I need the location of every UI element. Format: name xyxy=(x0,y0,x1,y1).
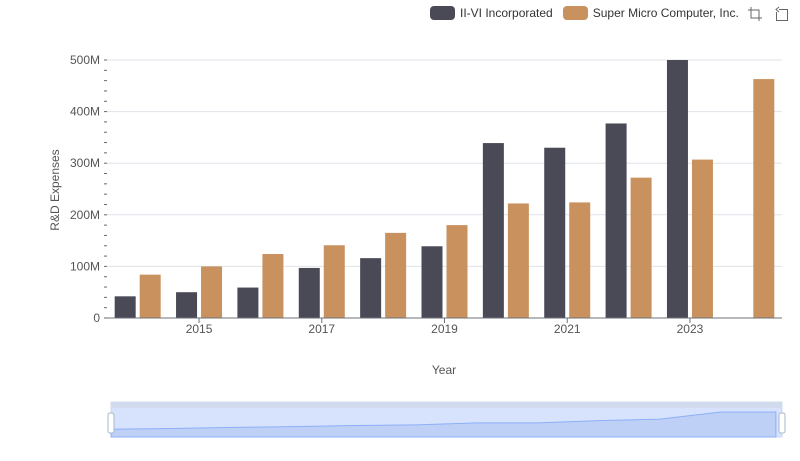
zoom-preview-area xyxy=(110,411,777,438)
zoom-handle-right[interactable] xyxy=(778,412,786,434)
bars xyxy=(114,60,775,318)
legend-swatch-super-micro xyxy=(562,6,588,20)
legend-label-ii-vi: II-VI Incorporated xyxy=(460,6,553,20)
y-axis-title: R&D Expenses xyxy=(48,149,62,230)
zoom-move-bar[interactable] xyxy=(111,402,782,408)
x-tick-label: 2017 xyxy=(308,322,335,336)
x-axis: 2015 2017 2019 2021 2023 xyxy=(107,317,782,336)
bar-ii-vi-2018[interactable] xyxy=(360,258,382,318)
bar-super-micro-2023[interactable] xyxy=(691,159,713,318)
bar-ii-vi-2015[interactable] xyxy=(176,292,198,318)
bar-ii-vi-2020[interactable] xyxy=(482,143,504,318)
bar-super-micro-2015[interactable] xyxy=(201,266,223,318)
x-tick-label: 2021 xyxy=(554,322,581,336)
legend-label-super-micro: Super Micro Computer, Inc. xyxy=(592,6,739,20)
legend-swatch-ii-vi xyxy=(430,6,455,20)
x-axis-title: Year xyxy=(432,363,456,377)
bar-ii-vi-2021[interactable] xyxy=(544,147,566,318)
x-tick-label: 2023 xyxy=(677,322,704,336)
bar-ii-vi-2022[interactable] xyxy=(605,123,627,318)
bar-super-micro-2018[interactable] xyxy=(385,232,407,318)
bar-ii-vi-2014[interactable] xyxy=(114,296,136,318)
y-tick-label: 100M xyxy=(70,259,100,273)
y-tick-label: 500M xyxy=(70,53,100,67)
bar-super-micro-2024[interactable] xyxy=(753,79,775,318)
bar-super-micro-2020[interactable] xyxy=(507,203,529,318)
y-tick-label: 200M xyxy=(70,208,100,222)
zoom-icon[interactable] xyxy=(747,6,763,22)
legend-item-super-micro[interactable]: Super Micro Computer, Inc. xyxy=(562,6,739,20)
x-tick-label: 2019 xyxy=(431,322,458,336)
zoom-handle-left[interactable] xyxy=(107,412,115,434)
y-tick-label: 400M xyxy=(70,105,100,119)
data-zoom-slider[interactable] xyxy=(107,401,786,438)
bar-ii-vi-2019[interactable] xyxy=(421,246,443,318)
bar-super-micro-2021[interactable] xyxy=(569,202,591,318)
bar-super-micro-2022[interactable] xyxy=(630,177,652,318)
y-axis: 0 100M 200M 300M 400M 500M xyxy=(70,53,107,325)
legend: II-VI Incorporated Super Micro Computer,… xyxy=(430,4,749,22)
bar-super-micro-2017[interactable] xyxy=(323,245,345,318)
bar-ii-vi-2023[interactable] xyxy=(666,60,688,318)
legend-item-ii-vi[interactable]: II-VI Incorporated xyxy=(430,6,553,20)
y-tick-label: 0 xyxy=(93,311,100,325)
toolbox xyxy=(747,6,799,22)
bar-super-micro-2019[interactable] xyxy=(446,225,468,318)
bar-ii-vi-2017[interactable] xyxy=(298,267,320,318)
x-tick-label: 2015 xyxy=(186,322,213,336)
restore-icon[interactable] xyxy=(773,6,789,22)
bar-super-micro-2014[interactable] xyxy=(139,274,161,318)
bar-super-micro-2016[interactable] xyxy=(262,254,284,318)
bar-ii-vi-2016[interactable] xyxy=(237,287,259,318)
y-tick-label: 300M xyxy=(70,156,100,170)
